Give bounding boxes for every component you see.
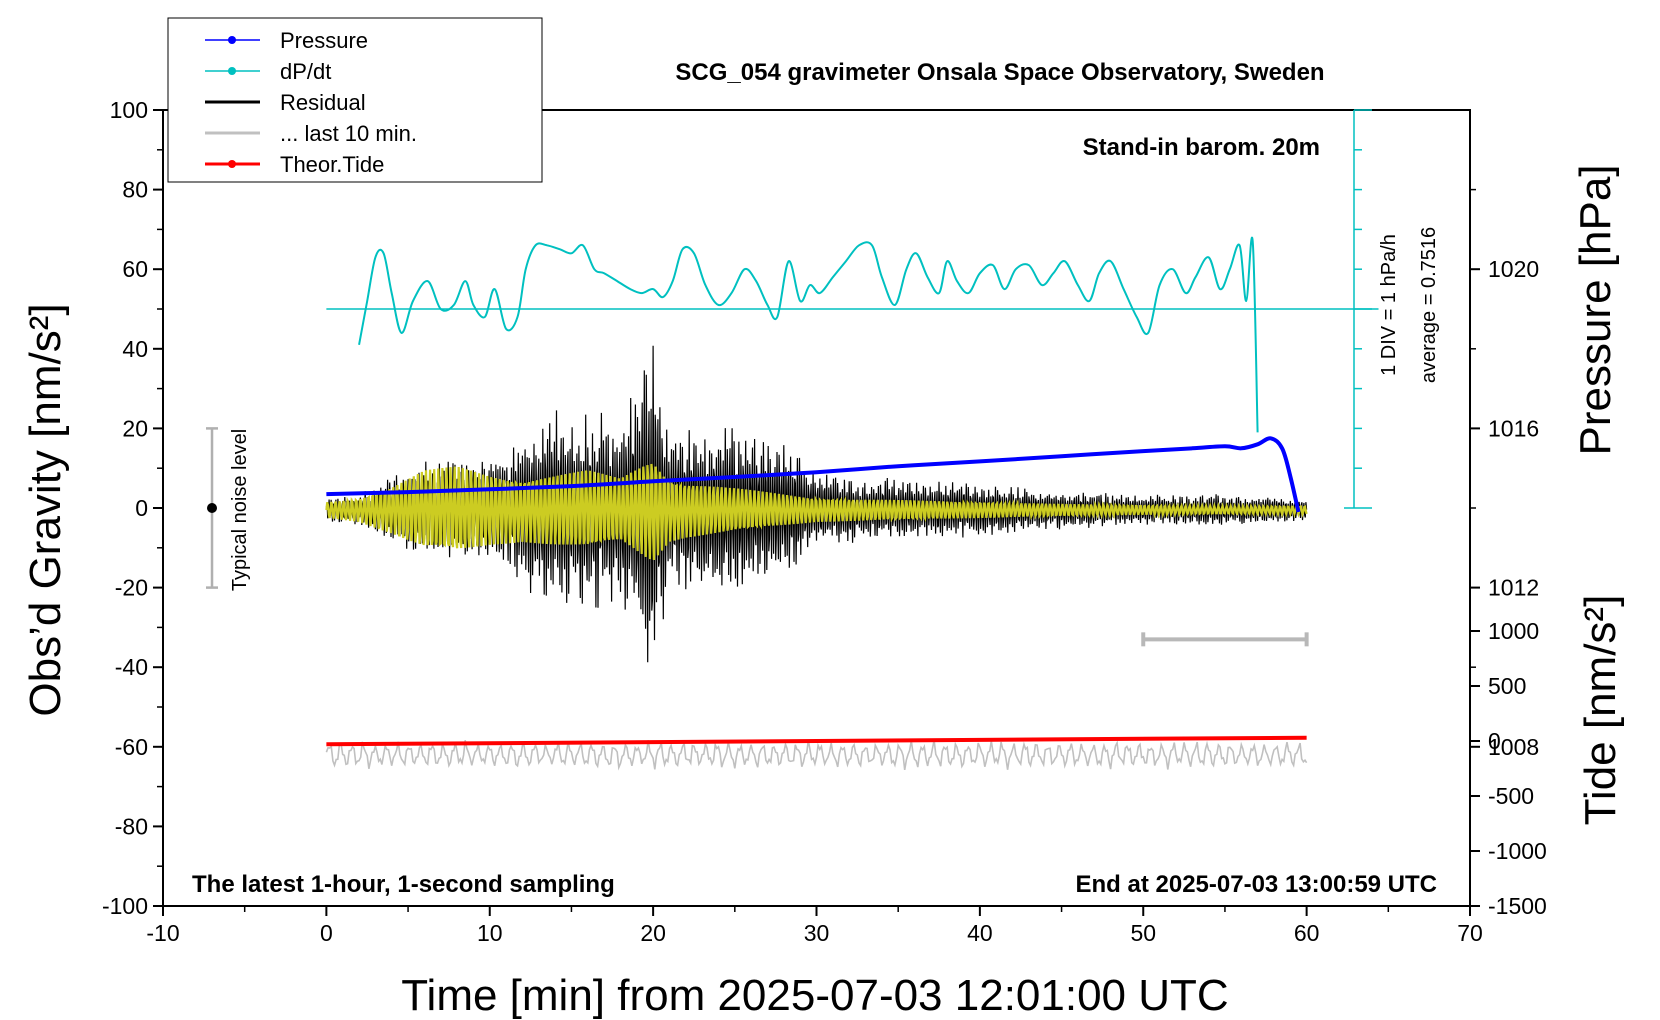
x-tick-label: 40 <box>967 920 993 946</box>
x-tick-label: -10 <box>146 920 179 946</box>
legend-marker <box>228 36 236 44</box>
pressure-series-line <box>326 436 1301 513</box>
dpdt-series-line <box>358 236 1259 433</box>
y-tick-label: -20 <box>115 575 148 601</box>
tick-group: -10 0 10 20 30 40 50 60 70-100-80-60-40-20020406… <box>102 97 1547 946</box>
legend-label: dP/dt <box>280 59 331 84</box>
legend-label: Pressure <box>280 28 368 53</box>
station-note: Stand-in barom. 20m <box>1083 134 1320 161</box>
y-tick-label: -100 <box>102 893 148 919</box>
end-time-note: End at 2025-07-03 13:00:59 UTC <box>1076 871 1438 898</box>
plot-area: -10 0 10 20 30 40 50 60 70-100-80-60-40-20020406… <box>102 97 1547 946</box>
x-axis-title: Time [min] from 2025-07-03 12:01:00 UTC <box>401 971 1228 1020</box>
tide-tick-label: -500 <box>1488 783 1534 809</box>
y-axis-title-gravity: Obs’d Gravity [nm/s²] <box>21 303 70 716</box>
x-tick-label: 10 <box>477 920 503 946</box>
x-tick-label: 70 <box>1457 920 1483 946</box>
x-tick-label: 60 <box>1294 920 1320 946</box>
pressure-tick-label: 1008 <box>1488 734 1539 760</box>
y-tick-label: 0 <box>135 495 148 521</box>
x-tick-label: 50 <box>1130 920 1156 946</box>
legend-label: ... last 10 min. <box>280 121 417 146</box>
tide-tick-label: 1000 <box>1488 618 1539 644</box>
legend-label: Residual <box>280 90 366 115</box>
x-tick-label: 0 <box>320 920 333 946</box>
y-axis-title-pressure: Pressure [hPa] <box>1571 164 1620 455</box>
y-tick-label: 40 <box>122 336 148 362</box>
div-note: 1 DIV = 1 hPa/h <box>1378 234 1400 376</box>
y-tick-label: 60 <box>122 256 148 282</box>
legend-marker <box>228 160 236 168</box>
y-tick-label: 100 <box>110 97 148 123</box>
y-tick-label: -60 <box>115 734 148 760</box>
y-tick-label: -80 <box>115 813 148 839</box>
pressure-tick-label: 1012 <box>1488 575 1539 601</box>
filtered-residual-line <box>325 463 1308 561</box>
chart-title: SCG_054 gravimeter Onsala Space Observat… <box>675 59 1324 86</box>
tide-tick-label: 500 <box>1488 673 1526 699</box>
tide-tick-label: -1500 <box>1488 893 1547 919</box>
y-tick-label: -40 <box>115 654 148 680</box>
tide-tick-label: 0 <box>1488 728 1501 754</box>
legend-box <box>167 17 543 183</box>
legend-items: Pressure dP/dt Residual ... last 10 min. The… <box>205 28 417 177</box>
legend: Pressure dP/dt Residual ... last 10 min. The… <box>167 17 543 183</box>
tide-series-line <box>326 735 1307 747</box>
y-tick-label: 80 <box>122 177 148 203</box>
last-10-min-series-line <box>325 739 1308 771</box>
x-tick-label: 30 <box>804 920 830 946</box>
y-axis-title-tide: Tide [nm/s²] <box>1576 595 1625 826</box>
tide-tick-label: -1000 <box>1488 838 1547 864</box>
legend-marker <box>228 67 236 75</box>
pressure-tick-label: 1020 <box>1488 256 1539 282</box>
extras-group <box>206 109 1379 647</box>
pressure-tick-label: 1016 <box>1488 415 1539 441</box>
y-tick-label: 20 <box>122 415 148 441</box>
noise-bar-center-dot <box>207 503 218 513</box>
series-group <box>325 236 1308 771</box>
noise-level-label: Typical noise level <box>229 429 251 591</box>
average-note: average = 0.7516 <box>1418 227 1440 383</box>
sampling-note: The latest 1-hour, 1-second sampling <box>192 871 615 898</box>
x-tick-label: 20 <box>640 920 666 946</box>
legend-label: Theor.Tide <box>280 152 384 177</box>
